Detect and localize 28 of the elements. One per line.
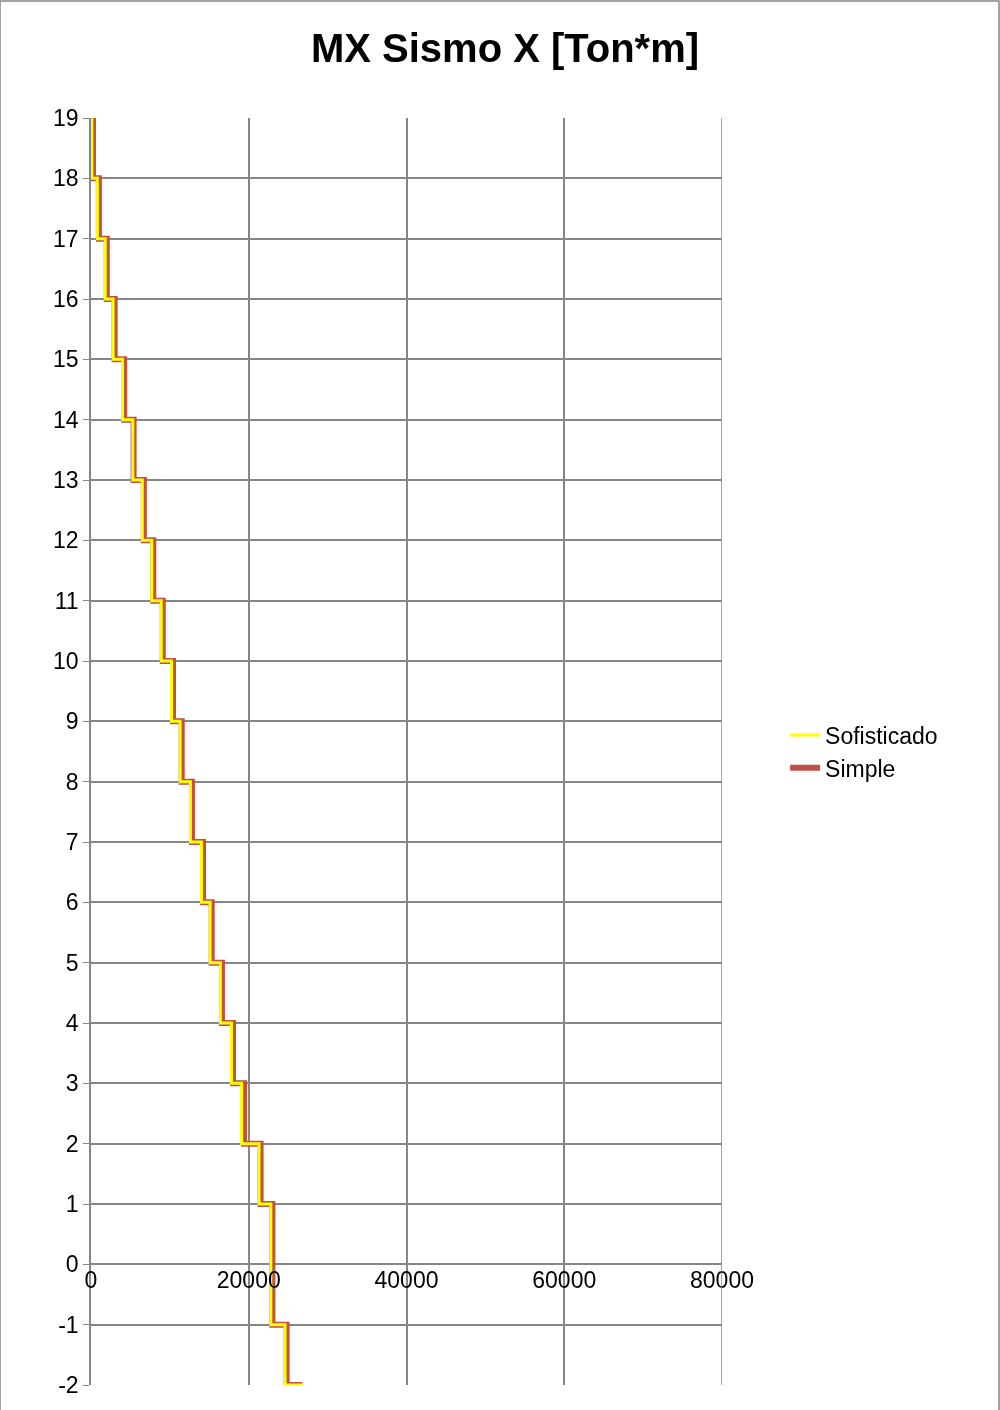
y-tick-label: 6 xyxy=(65,889,79,916)
legend-label: Simple xyxy=(825,755,896,782)
x-tick-label: 80000 xyxy=(690,1267,754,1294)
x-tick-label: 0 xyxy=(84,1267,98,1294)
y-tick-label: 4 xyxy=(65,1010,79,1037)
x-tick-label: 60000 xyxy=(532,1267,597,1294)
y-tick-label: 9 xyxy=(65,708,79,735)
y-tick-label: 16 xyxy=(53,286,79,313)
x-tick-label: 40000 xyxy=(374,1267,439,1294)
y-tick-label: 7 xyxy=(65,829,79,856)
y-tick-label: 18 xyxy=(53,165,79,192)
y-tick-label: 5 xyxy=(65,949,79,976)
y-tick-label: 15 xyxy=(53,346,79,373)
chart-title: MX Sismo X [Ton*m] xyxy=(310,26,700,70)
y-tick-label: 13 xyxy=(53,467,79,494)
y-tick-label: 14 xyxy=(53,406,79,433)
y-tick-label: 12 xyxy=(53,527,79,554)
y-tick-label: 17 xyxy=(53,225,79,252)
y-tick-label: 10 xyxy=(53,648,79,675)
y-tick-label: 1 xyxy=(65,1191,79,1218)
y-tick-label: 2 xyxy=(65,1130,79,1157)
y-tick-label: 11 xyxy=(54,587,79,614)
y-tick-label: -2 xyxy=(58,1372,79,1399)
legend-label: Sofisticado xyxy=(825,722,938,749)
y-tick-label: 3 xyxy=(65,1070,79,1097)
y-tick-label: 19 xyxy=(53,105,79,132)
y-tick-label: -1 xyxy=(58,1311,79,1338)
y-tick-label: 8 xyxy=(65,768,79,795)
